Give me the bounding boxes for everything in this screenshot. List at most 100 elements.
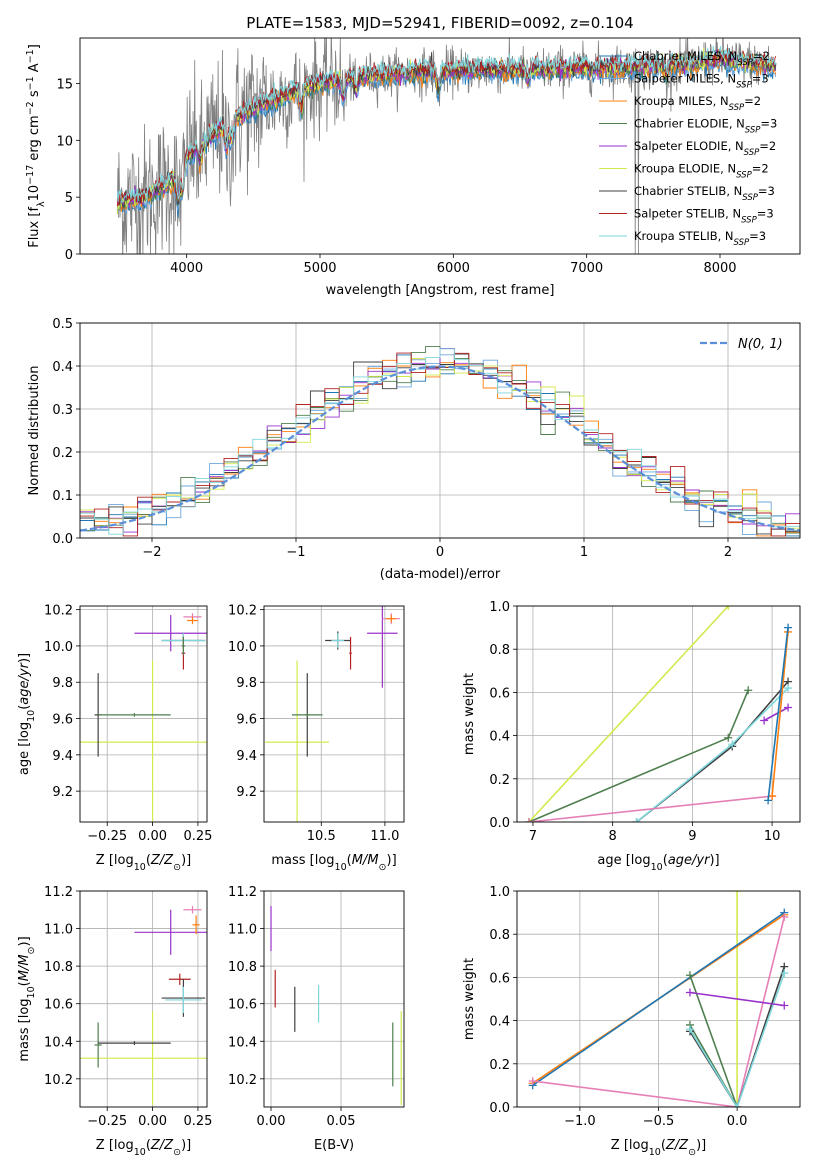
label-part: )] <box>181 853 191 868</box>
y-tick-label: 10.8 <box>228 960 257 975</box>
y-tick-label: 11.2 <box>228 885 257 900</box>
legend-text: Kroupa ELODIE, N <box>634 162 736 176</box>
y-axis-label: age [log10(age/yr)] <box>17 653 37 775</box>
normal-distribution-curve <box>80 365 800 532</box>
label-part: ⊙ <box>688 1147 696 1158</box>
y-tick-label: 0.4 <box>489 730 510 745</box>
massweight-vs-age-plot-area <box>524 606 793 822</box>
y-tick-label: 1.0 <box>489 600 510 615</box>
legend-subscript: SSP <box>741 216 757 226</box>
label-part: wavelength [Angstrom, rest frame] <box>326 283 555 298</box>
x-tick-label: 5000 <box>303 261 336 276</box>
y-axis-label: mass [log10(M/M⊙)] <box>17 936 37 1061</box>
legend-suffix: =3 <box>752 72 769 86</box>
label-part: ⊙ <box>26 947 37 955</box>
y-tick-label: 10.2 <box>44 604 73 619</box>
y-tick-label: 0.4 <box>489 1015 510 1030</box>
label-part: 10 <box>134 862 146 873</box>
legend-suffix: =2 <box>753 49 770 63</box>
label-part: s <box>27 90 42 101</box>
label-part: age [log <box>17 722 32 775</box>
y-tick-label: 9.2 <box>236 785 257 800</box>
label-part: )] <box>17 653 32 663</box>
y-tick-label: 10.6 <box>228 998 257 1013</box>
mass-weight-marker <box>685 988 694 997</box>
y-tick-label: 0.6 <box>489 686 510 701</box>
y-tick-label: 11.0 <box>44 923 73 938</box>
legend-entry: N(0, 1) <box>738 337 783 352</box>
label-part: ⊙ <box>379 862 387 873</box>
legend-text: Kroupa STELIB, N <box>634 229 734 243</box>
x-tick-label: −0.5 <box>643 1114 675 1129</box>
x-tick-label: 4000 <box>170 261 203 276</box>
x-tick-label: 0.25 <box>183 829 212 844</box>
legend-subscript: SSP <box>745 126 761 136</box>
label-part: age [log <box>597 853 650 868</box>
mass-vs-ebv-panel: 0.00 0.05 10.2 10.4 10.6 10.8 11.0 11.2 E(B-V) <box>228 885 405 1153</box>
mass-vs-z-panel: −0.25 0.00 0.25 10.2 10.4 10.6 10.8 11.0 11.2 Z [… <box>17 885 212 1158</box>
mass-weight-line <box>771 631 789 797</box>
label-part: E(B-V) <box>314 1138 354 1153</box>
legend-entry: Kroupa MILES, NSSP=2 <box>634 94 761 113</box>
legend-suffix: =3 <box>758 184 775 198</box>
y-axis-label: Flux [fλ10−17 erg cm−2 s−1 A−1] <box>25 44 47 248</box>
label-part: )] <box>17 936 32 946</box>
residual-histogram <box>80 348 800 533</box>
legend-subscript: SSP <box>736 171 752 181</box>
y-tick-label: 10.2 <box>228 1073 257 1088</box>
mass-weight-line <box>528 795 773 822</box>
label-part: ⊙ <box>173 1147 181 1158</box>
x-tick-label: 7000 <box>570 261 603 276</box>
legend-entry: Salpeter MILES, NSSP=3 <box>634 72 769 91</box>
x-tick-label: −0.25 <box>87 829 127 844</box>
legend-subscript: SSP <box>729 103 745 113</box>
y-tick-label: 9.2 <box>52 785 73 800</box>
x-tick-label: 8000 <box>703 261 736 276</box>
y-tick-label: 10.4 <box>44 1035 73 1050</box>
mass-weight-marker <box>768 792 777 801</box>
x-tick-label: −1 <box>286 545 305 560</box>
mass-weight-marker <box>685 1025 694 1034</box>
y-tick-label: 0.8 <box>489 928 510 943</box>
x-tick-label: −2 <box>142 545 161 560</box>
y-tick-label: 0 <box>65 248 73 263</box>
mass-weight-marker <box>632 818 641 822</box>
y-tick-label: 9.4 <box>236 749 257 764</box>
y-tick-label: 0.0 <box>489 1101 510 1116</box>
y-tick-label: 10.0 <box>44 640 73 655</box>
legend-text: Chabrier STELIB, N <box>634 184 742 198</box>
y-tick-label: 0.3 <box>52 403 73 418</box>
x-tick-label: 0.05 <box>327 1114 356 1129</box>
y-tick-label: 9.8 <box>52 676 73 691</box>
mass-weight-marker <box>733 1103 742 1107</box>
label-part: Z [log <box>611 1138 649 1153</box>
label-part: erg cm <box>27 115 42 164</box>
label-part: 10 <box>649 1147 661 1158</box>
x-tick-label: 0.25 <box>183 1114 212 1129</box>
label-part: −17 <box>25 165 36 185</box>
label-part: age/yr <box>17 661 32 704</box>
y-tick-label: 10.2 <box>44 1073 73 1088</box>
y-tick-label: 9.4 <box>52 749 73 764</box>
label-part: ] <box>27 44 42 49</box>
mass-weight-line <box>763 706 789 722</box>
y-axis-label: mass weight <box>462 673 477 755</box>
x-tick-label: 0.0 <box>727 1114 748 1129</box>
legend-suffix: =2 <box>759 139 776 153</box>
axes-frame <box>79 37 801 255</box>
mass-weight-line <box>689 991 785 1007</box>
x-tick-label: 0.00 <box>138 1114 167 1129</box>
label-part: mass weight <box>462 673 477 755</box>
legend-entry: Chabrier MILES, NSSP=2 <box>634 49 770 68</box>
y-tick-label: 5 <box>65 191 73 206</box>
axes-frame <box>516 605 801 823</box>
y-tick-label: 9.8 <box>236 676 257 691</box>
legend-suffix: =3 <box>749 229 766 243</box>
label-part: )] <box>696 1138 706 1153</box>
x-tick-label: −0.25 <box>87 1114 127 1129</box>
x-axis-label: E(B-V) <box>314 1138 354 1153</box>
label-part: )] <box>387 853 397 868</box>
